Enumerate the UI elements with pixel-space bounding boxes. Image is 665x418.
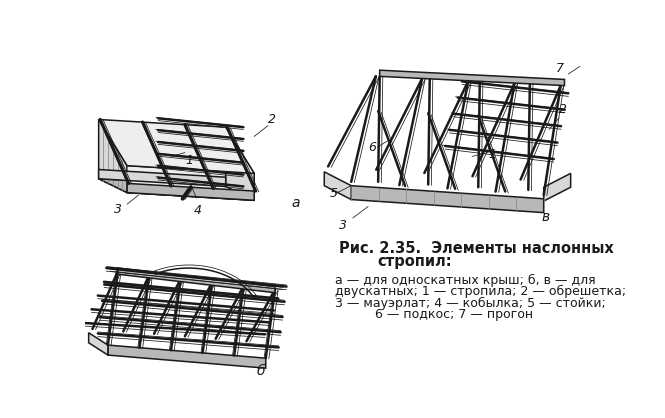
Text: 2: 2	[559, 103, 567, 116]
Polygon shape	[98, 120, 127, 193]
Text: 3: 3	[339, 219, 347, 232]
Text: 1: 1	[488, 148, 496, 161]
Polygon shape	[98, 170, 225, 186]
Text: Рис. 2.35.  Элементы наслонных: Рис. 2.35. Элементы наслонных	[339, 241, 614, 256]
Polygon shape	[351, 186, 544, 213]
Text: 3: 3	[114, 204, 122, 217]
Text: в: в	[541, 210, 549, 224]
Text: 4: 4	[194, 204, 201, 217]
Text: а: а	[291, 196, 300, 210]
Text: 2: 2	[268, 112, 276, 126]
Text: б: б	[257, 364, 265, 378]
Polygon shape	[127, 166, 254, 200]
Polygon shape	[127, 184, 254, 200]
Text: двускатных; 1 — стропила; 2 — обрешетка;: двускатных; 1 — стропила; 2 — обрешетка;	[335, 285, 626, 298]
Text: 3 — мауэрлат; 4 — кобылка; 5 — стойки;: 3 — мауэрлат; 4 — кобылка; 5 — стойки;	[335, 296, 606, 310]
Text: 7: 7	[556, 62, 564, 76]
Text: а — для односкатных крыш; б, в — для: а — для односкатных крыш; б, в — для	[335, 273, 596, 286]
Polygon shape	[118, 268, 275, 293]
Polygon shape	[98, 179, 254, 200]
Text: 6 — подкос; 7 — прогон: 6 — подкос; 7 — прогон	[335, 308, 533, 321]
Text: 6: 6	[368, 141, 376, 154]
Polygon shape	[225, 127, 254, 200]
Polygon shape	[88, 333, 108, 355]
Polygon shape	[325, 172, 351, 199]
Text: 1: 1	[186, 154, 194, 167]
Polygon shape	[98, 120, 254, 173]
Text: стропил:: стропил:	[378, 254, 452, 269]
Polygon shape	[544, 173, 571, 201]
Text: 5: 5	[330, 187, 338, 200]
Polygon shape	[380, 70, 565, 86]
Polygon shape	[108, 345, 266, 368]
